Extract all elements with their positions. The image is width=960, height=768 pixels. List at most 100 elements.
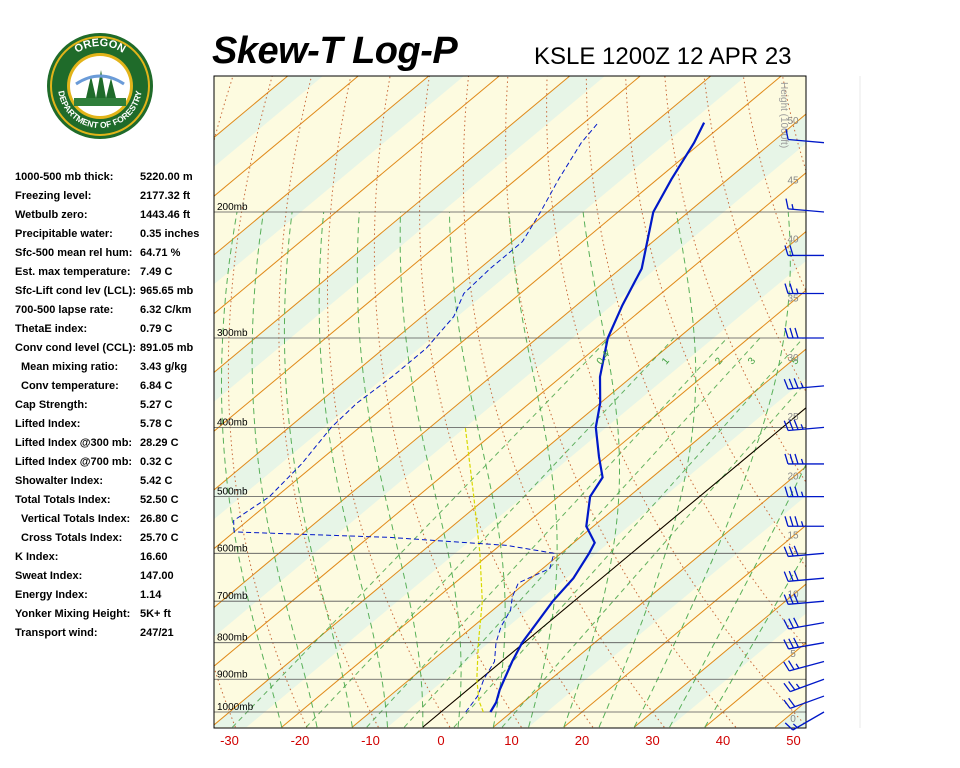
index-value: 28.29 C [140, 437, 179, 449]
index-label: Energy Index: [15, 589, 88, 601]
plot-frame [213, 75, 807, 729]
isotherm-line [214, 230, 806, 726]
index-label: Cross Totals Index: [21, 532, 123, 544]
index-row: Sweat Index: 147.00 [15, 567, 215, 586]
wind-barb-half-feather [800, 521, 804, 527]
wind-barb [783, 593, 825, 605]
wind-barb [783, 419, 825, 432]
x-tick-label: 50 [786, 733, 800, 748]
height-tick-label: 35 [787, 294, 799, 305]
isotherm-line [351, 348, 806, 728]
wind-barb-staff [789, 678, 825, 693]
isotherm-band [214, 114, 806, 637]
height-tick-label: 10 [787, 590, 799, 601]
wind-barb-feather [788, 638, 795, 649]
index-value: 965.65 mb [140, 285, 194, 297]
index-label: Conv temperature: [21, 380, 119, 392]
wind-barb-feather [783, 639, 790, 650]
height-axis-label: Height (1000ft) [778, 82, 789, 148]
index-row: Vertical Totals Index: 26.80 C [15, 510, 215, 529]
index-row: Sfc-Lift cond lev (LCL): 965.65 mb [15, 282, 215, 301]
pressure-label: 600mb [217, 543, 248, 554]
index-row: Energy Index: 1.14 [15, 586, 215, 605]
pressure-label: 900mb [217, 669, 248, 680]
wind-barb-feather [783, 546, 789, 557]
wind-barb-staff [788, 577, 825, 582]
index-value: 6.84 C [140, 380, 173, 392]
index-label: Yonker Mixing Height: [15, 608, 131, 620]
wind-barb-feather [783, 699, 791, 709]
wind-barb [783, 695, 825, 709]
pressure-label: 400mb [217, 417, 248, 428]
mixing-ratio-label: 8 [831, 355, 843, 367]
index-row: Sfc-500 mean rel hum: 64.71 % [15, 244, 215, 263]
x-tick-label: -30 [220, 733, 239, 748]
isotherm-line [214, 76, 500, 315]
moist-adiabat [449, 211, 506, 728]
dry-adiabat [742, 76, 806, 293]
wind-barb-staff [788, 385, 825, 390]
height-tick-label: 45 [787, 175, 799, 186]
pressure-label: 700mb [217, 591, 248, 602]
mixing-ratio-line [403, 337, 761, 728]
wind-barb-feather [789, 283, 794, 294]
x-tick-label: 0 [437, 733, 444, 748]
wind-barb-feather [783, 682, 791, 692]
index-label: Sfc-500 mean rel hum: [15, 247, 133, 259]
index-value: 7.49 C [140, 266, 173, 278]
wind-barb-staff [788, 426, 825, 432]
index-label: Conv cond level (CCL): [15, 342, 137, 354]
wind-barb-feather [784, 722, 794, 731]
wind-barb-feather [793, 593, 799, 604]
wind-barb-staff [788, 208, 825, 213]
wind-barb-feather [788, 570, 794, 582]
moist-adiabat [669, 463, 806, 728]
wind-barb-half-feather [792, 723, 798, 728]
station-time-label: KSLE 1200Z 12 APR 23 [534, 43, 792, 70]
wind-barb-staff [788, 138, 825, 144]
index-label: Total Totals Index: [15, 494, 111, 506]
wind-barb-feather [788, 660, 795, 670]
wind-barb [784, 516, 824, 527]
pressure-label: 500mb [217, 487, 248, 498]
wind-barb-staff [789, 695, 825, 709]
index-label: Freezing level: [15, 190, 92, 202]
index-row: Cap Strength: 5.27 C [15, 396, 215, 415]
index-label: Vertical Totals Index: [21, 513, 131, 525]
index-value: 1.14 [140, 589, 162, 601]
pressure-label: 1000mb [217, 702, 254, 713]
moist-adiabat [633, 211, 791, 728]
wind-barb-feather [793, 637, 799, 648]
index-row: Conv cond level (CCL): 891.05 mb [15, 339, 215, 358]
index-value: 6.32 C/km [140, 304, 192, 316]
wind-barb [783, 637, 825, 650]
wind-barb-feather [784, 327, 789, 339]
index-value: 0.32 C [140, 456, 173, 468]
isotherm-band [214, 76, 464, 285]
height-tick-label: 50 [787, 116, 799, 127]
index-label: Transport wind: [15, 627, 98, 639]
index-label: Sfc-Lift cond lev (LCL): [15, 285, 136, 297]
wind-barb [785, 198, 825, 213]
index-value: 5K+ ft [140, 608, 171, 620]
x-tick-label: 30 [645, 733, 659, 748]
temperature-trace [489, 122, 706, 713]
dry-adiabat [462, 76, 665, 728]
wind-barb [784, 245, 824, 257]
index-value: 26.80 C [140, 513, 179, 525]
wind-barb [783, 378, 825, 390]
wind-barb-feather [793, 545, 799, 556]
isotherm-line [846, 0, 960, 727]
isotherm-band [214, 76, 746, 520]
index-label: Lifted Index @700 mb: [15, 456, 133, 468]
moist-adiabat [704, 551, 806, 728]
index-row: Total Totals Index: 52.50 C [15, 491, 215, 510]
isotherm-line [214, 76, 641, 432]
wind-barb-staff [792, 711, 825, 731]
moist-adiabat [251, 211, 318, 728]
index-label: Sweat Index: [15, 570, 83, 582]
wind-barb-feather [783, 661, 790, 672]
index-label: K Index: [15, 551, 59, 563]
height-tick-label: 0 [790, 714, 796, 725]
